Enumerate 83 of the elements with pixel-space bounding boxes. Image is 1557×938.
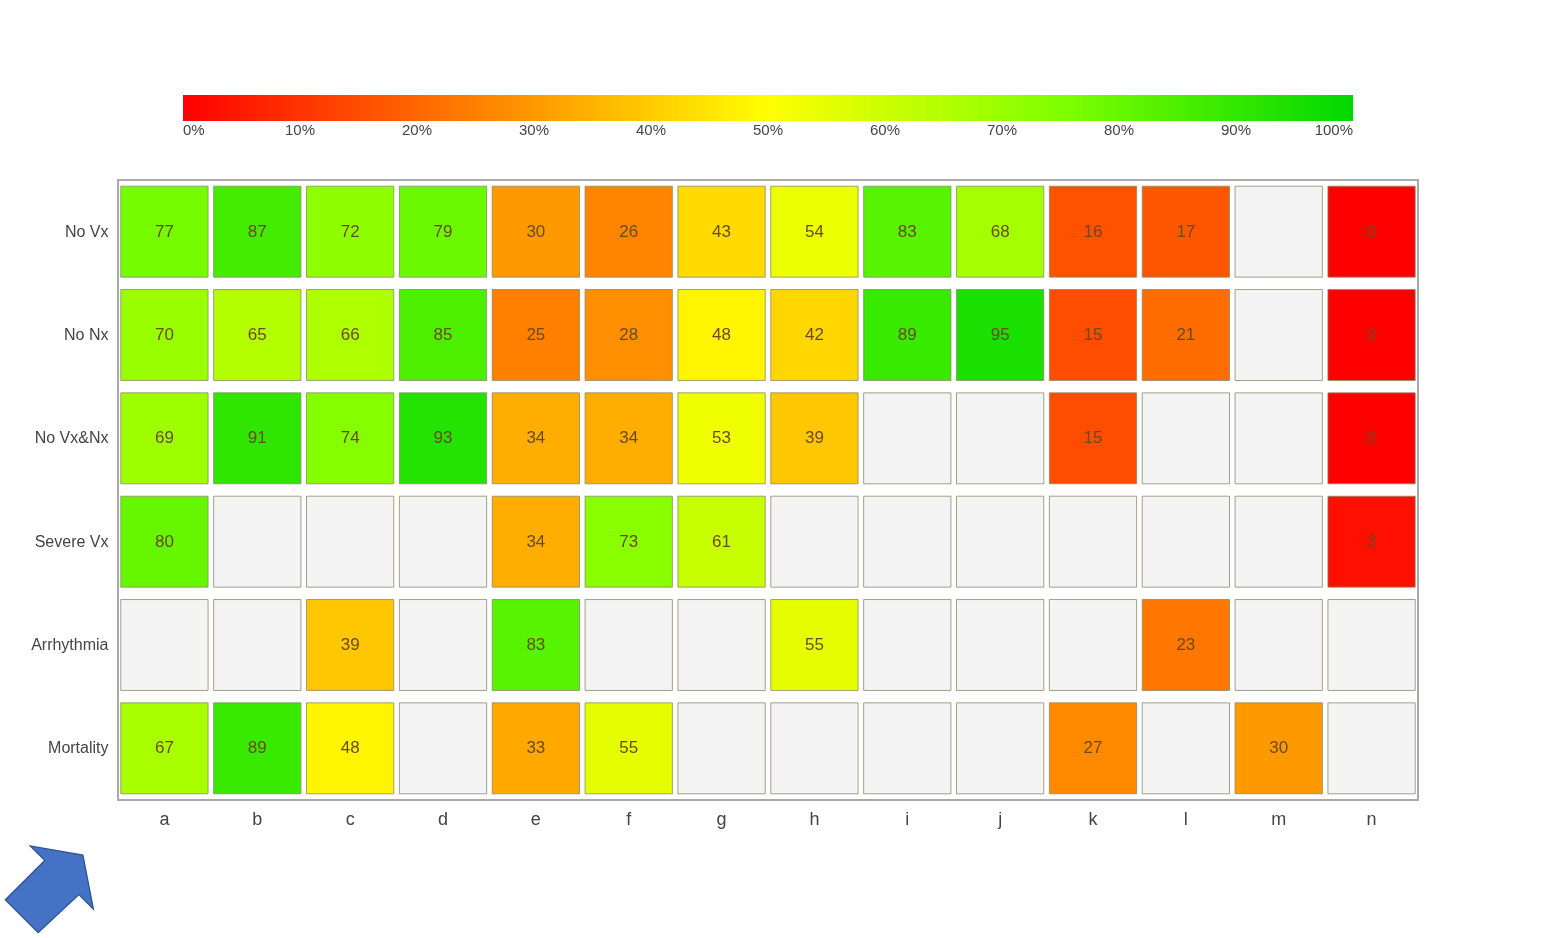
data-label: 48 [712, 325, 732, 344]
x-tick-label: d [437, 808, 449, 829]
data-label: 16 [1083, 221, 1103, 241]
y-tick-label: No Vx [64, 222, 109, 240]
data-label: 3 [1366, 531, 1377, 551]
data-label: 39 [804, 428, 824, 448]
x-tick-label: h [809, 808, 820, 829]
data-label: 0 [1366, 325, 1377, 344]
data-label: 43 [712, 221, 732, 241]
data-label: 80 [154, 531, 174, 551]
data-label: 89 [897, 325, 917, 344]
x-tick-label: n [1366, 808, 1377, 829]
x-tick-label: b [252, 808, 263, 829]
data-label: 0 [1366, 428, 1377, 448]
data-label: 54 [804, 221, 824, 241]
data-label: 39 [340, 635, 360, 654]
data-label: 83 [526, 635, 546, 654]
x-tick-label: g [716, 808, 727, 829]
data-label: 30 [526, 221, 546, 241]
data-label: 23 [1176, 635, 1196, 654]
y-tick-label: No Vx&Nx [34, 429, 109, 447]
data-label: 21 [1176, 325, 1196, 344]
color-bar-label: 50% [752, 121, 784, 138]
color-bar-label: 90% [1220, 121, 1252, 138]
data-label: 91 [247, 428, 267, 448]
data-label: 95 [990, 325, 1010, 344]
data-label: 42 [804, 325, 824, 344]
x-tick-label: j [997, 808, 1003, 829]
x-tick-label: a [159, 808, 171, 829]
x-tick-label: l [1183, 808, 1188, 829]
y-tick-label: No Nx [64, 326, 109, 343]
data-label: 93 [433, 428, 453, 448]
data-label: 27 [1083, 738, 1103, 758]
data-label: 66 [340, 325, 360, 344]
x-tick-label: f [626, 808, 633, 829]
color-bar-label: 0% [183, 121, 205, 138]
data-label: 26 [619, 221, 639, 241]
data-label: 0 [1366, 221, 1377, 241]
color-bar-label: 10% [284, 121, 316, 138]
data-label: 69 [154, 428, 174, 448]
data-label: 17 [1176, 221, 1196, 241]
data-label: 15 [1083, 325, 1103, 344]
color-bar-label: 40% [635, 121, 667, 138]
x-tick-label: k [1088, 808, 1099, 829]
data-label: 68 [990, 221, 1010, 241]
data-label: 70 [154, 325, 174, 344]
x-tick-label: i [905, 808, 910, 829]
data-label: 48 [340, 738, 360, 758]
data-label: 72 [340, 221, 360, 241]
data-label: 34 [526, 428, 546, 448]
x-tick-label: e [530, 808, 541, 829]
data-label: 25 [526, 325, 546, 344]
data-label: 30 [1269, 738, 1289, 758]
data-label: 67 [154, 738, 174, 758]
data-label: 33 [526, 738, 546, 758]
color-bar-label: 30% [518, 121, 550, 138]
data-label: 73 [619, 531, 639, 551]
color-bar-label: 80% [1103, 121, 1135, 138]
color-bar-label: 70% [986, 121, 1018, 138]
data-label: 79 [433, 221, 453, 241]
data-label: 61 [712, 531, 732, 551]
y-tick-label: Mortality [48, 739, 109, 757]
data-label: 77 [154, 221, 174, 241]
y-tick-label: Arrhythmia [31, 636, 109, 653]
color-bar-label: 20% [401, 121, 433, 138]
data-label: 55 [619, 738, 639, 758]
data-label: 28 [619, 325, 639, 344]
y-tick-label: Severe Vx [34, 532, 109, 550]
data-label: 34 [526, 531, 546, 551]
data-label: 85 [433, 325, 453, 344]
data-label: 55 [804, 635, 824, 654]
data-label: 15 [1083, 428, 1103, 448]
color-bar-label: 60% [869, 121, 901, 138]
data-label: 53 [712, 428, 732, 448]
x-tick-label: c [345, 808, 355, 829]
color-bar-label: 100% [1314, 121, 1353, 138]
data-label: 65 [247, 325, 267, 344]
data-label: 89 [247, 738, 267, 758]
data-label: 87 [247, 221, 267, 241]
data-label: 34 [619, 428, 639, 448]
x-tick-label: m [1271, 808, 1287, 829]
data-label: 74 [340, 428, 360, 448]
data-label: 83 [897, 221, 917, 241]
